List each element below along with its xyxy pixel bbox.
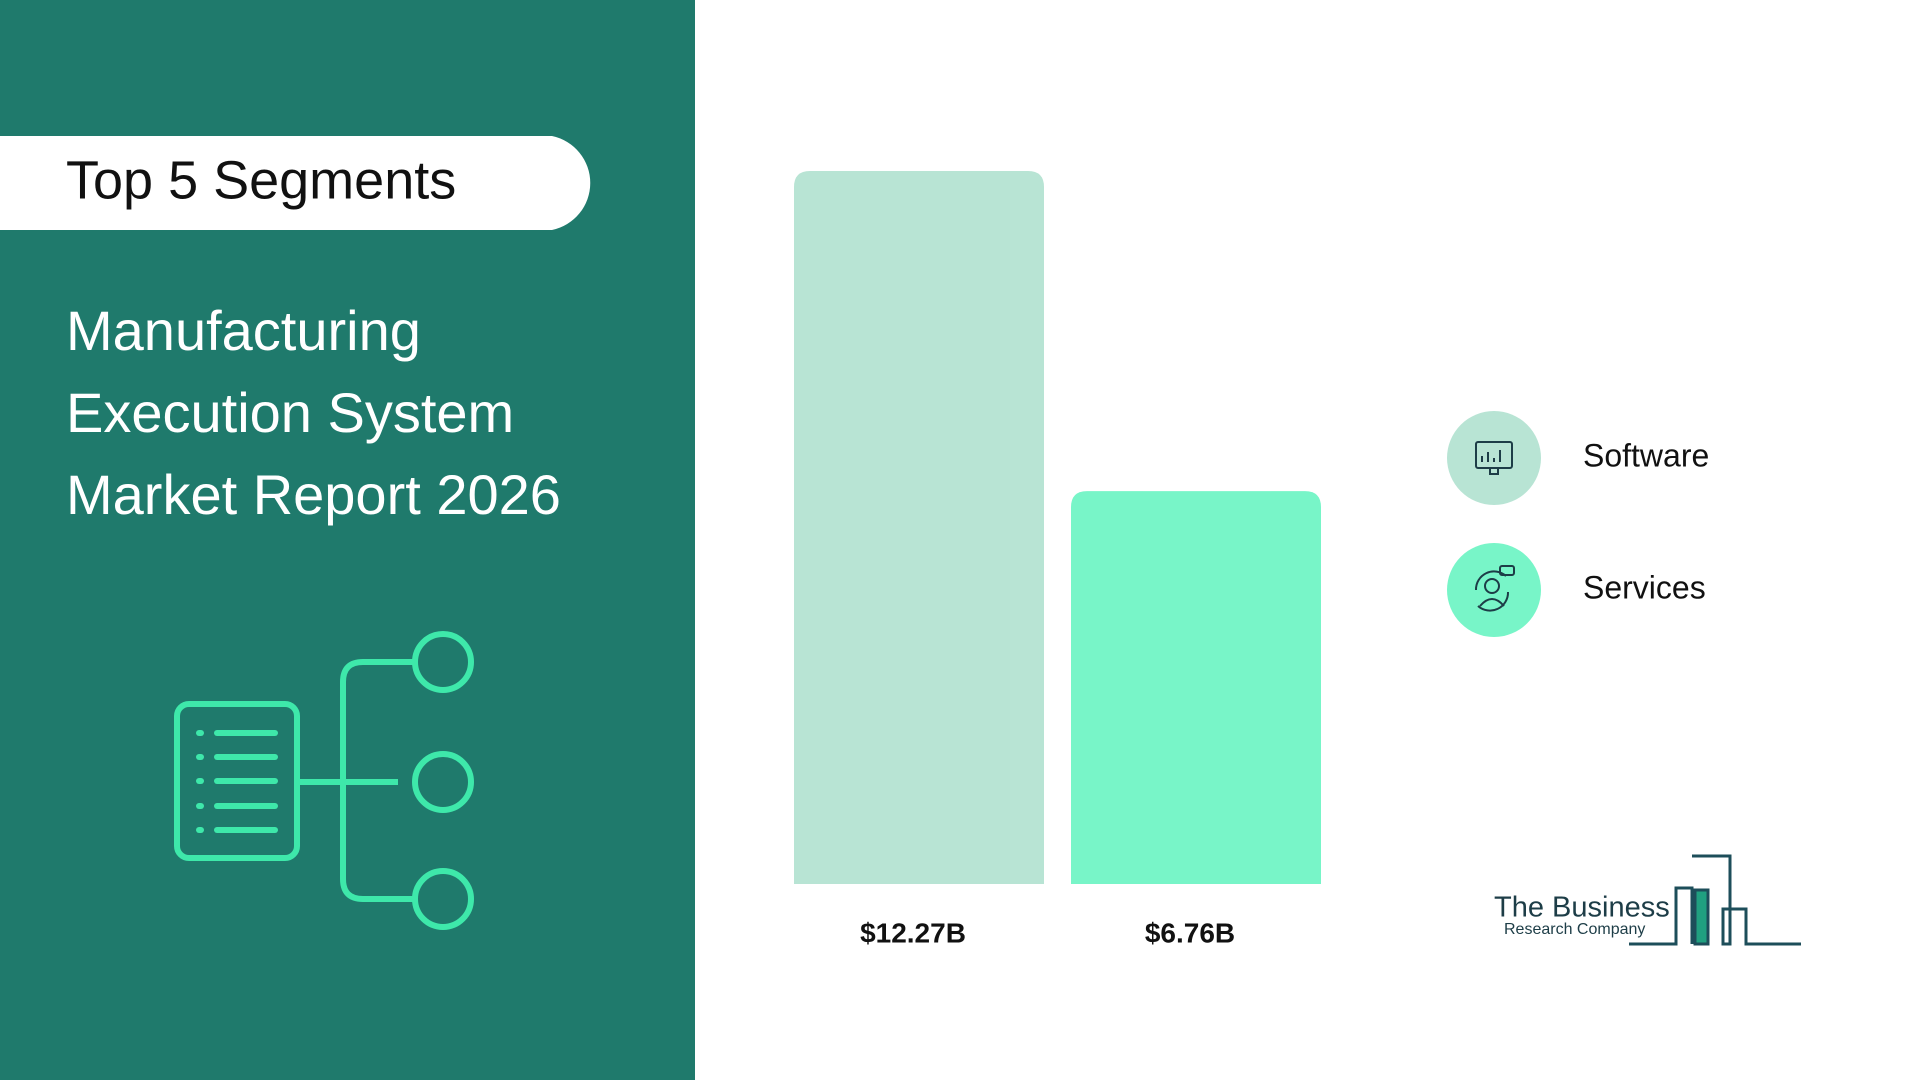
icon-tree (297, 659, 413, 902)
bar (1071, 491, 1321, 884)
value-label: $12.27B (860, 917, 966, 948)
legend-icon (1474, 565, 1515, 612)
logo-subtitle: Research Company (1504, 921, 1645, 938)
icon-chart (1481, 450, 1501, 475)
icon-bubble (1499, 565, 1515, 576)
badge-pill (0, 136, 591, 230)
legend-icon (1475, 441, 1513, 475)
icon-node (412, 631, 474, 693)
segments-icon (174, 631, 474, 930)
icon-node (412, 751, 474, 813)
logo-bar (1693, 888, 1710, 946)
icon-doc-lines (196, 730, 278, 833)
logo-lines (1629, 854, 1801, 946)
report-title: Manufacturing Execution System Market Re… (66, 299, 561, 526)
icon-body (1474, 570, 1510, 612)
badge-text: Top 5 Segments (66, 150, 456, 210)
logo-name: The Business (1494, 892, 1670, 924)
legend-swatch (1447, 543, 1541, 637)
bar (794, 171, 1044, 884)
icon-head (1484, 578, 1500, 594)
legend-label: Software (1583, 437, 1709, 473)
logo: The Business Research Company (1494, 854, 1801, 946)
legend-label: Services (1583, 569, 1706, 605)
value-label: $6.76B (1145, 917, 1235, 948)
icon-monitor (1475, 441, 1513, 469)
icon-node (412, 868, 474, 930)
